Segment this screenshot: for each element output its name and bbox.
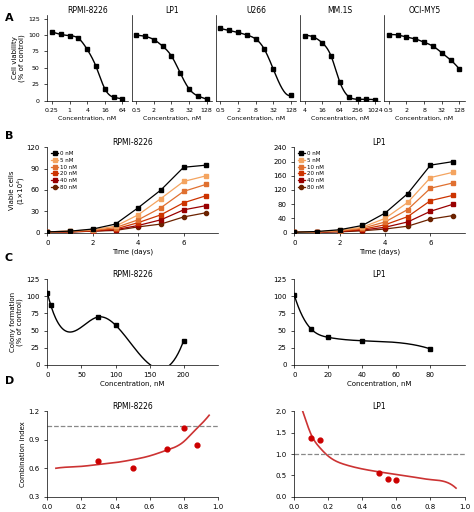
Y-axis label: Colony formation
(% of control): Colony formation (% of control) (10, 292, 24, 352)
Y-axis label: Viable cells
(1×10⁴): Viable cells (1×10⁴) (9, 170, 24, 210)
Title: MM.1S: MM.1S (328, 6, 353, 14)
Point (95, 457, 102, 465)
Point (180, 424, 187, 433)
Point (129, 464, 137, 473)
X-axis label: Time (days): Time (days) (112, 249, 153, 255)
Title: LP1: LP1 (373, 402, 386, 411)
Text: B: B (5, 131, 13, 141)
X-axis label: Concentration, nM: Concentration, nM (143, 116, 201, 121)
Text: D: D (5, 376, 14, 387)
Y-axis label: Combination index: Combination index (20, 421, 26, 487)
Text: A: A (5, 13, 13, 23)
X-axis label: Concentration, nM: Concentration, nM (100, 381, 165, 387)
Point (392, 476, 400, 484)
X-axis label: Concentration, nM: Concentration, nM (311, 116, 369, 121)
Title: RPMI-8226: RPMI-8226 (112, 402, 153, 411)
Title: RPMI-8226: RPMI-8226 (112, 270, 153, 279)
X-axis label: Concentration, nM: Concentration, nM (227, 116, 285, 121)
Title: RPMI-8226: RPMI-8226 (112, 138, 153, 146)
Legend: 0 nM, 5 nM, 10 nM, 20 nM, 40 nM, 80 nM: 0 nM, 5 nM, 10 nM, 20 nM, 40 nM, 80 nM (297, 150, 325, 191)
Title: LP1: LP1 (373, 270, 386, 279)
Title: OCI-MY5: OCI-MY5 (408, 6, 440, 14)
Point (193, 440, 201, 449)
Point (384, 475, 392, 483)
Legend: 0 nM, 5 nM, 10 nM, 20 nM, 40 nM, 80 nM: 0 nM, 5 nM, 10 nM, 20 nM, 40 nM, 80 nM (50, 150, 78, 191)
X-axis label: Time (days): Time (days) (359, 249, 400, 255)
Point (316, 436, 324, 444)
Point (163, 445, 170, 454)
Point (375, 469, 383, 477)
X-axis label: Concentration, nM: Concentration, nM (58, 116, 117, 121)
X-axis label: Concentration, nM: Concentration, nM (347, 381, 411, 387)
Title: U266: U266 (246, 6, 266, 14)
X-axis label: Concentration, nM: Concentration, nM (395, 116, 454, 121)
Title: RPMI-8226: RPMI-8226 (67, 6, 108, 14)
Y-axis label: Cell viability
(% of control): Cell viability (% of control) (12, 34, 25, 82)
Text: C: C (5, 253, 13, 264)
Point (308, 434, 315, 442)
Title: LP1: LP1 (373, 138, 386, 146)
Title: LP1: LP1 (165, 6, 179, 14)
